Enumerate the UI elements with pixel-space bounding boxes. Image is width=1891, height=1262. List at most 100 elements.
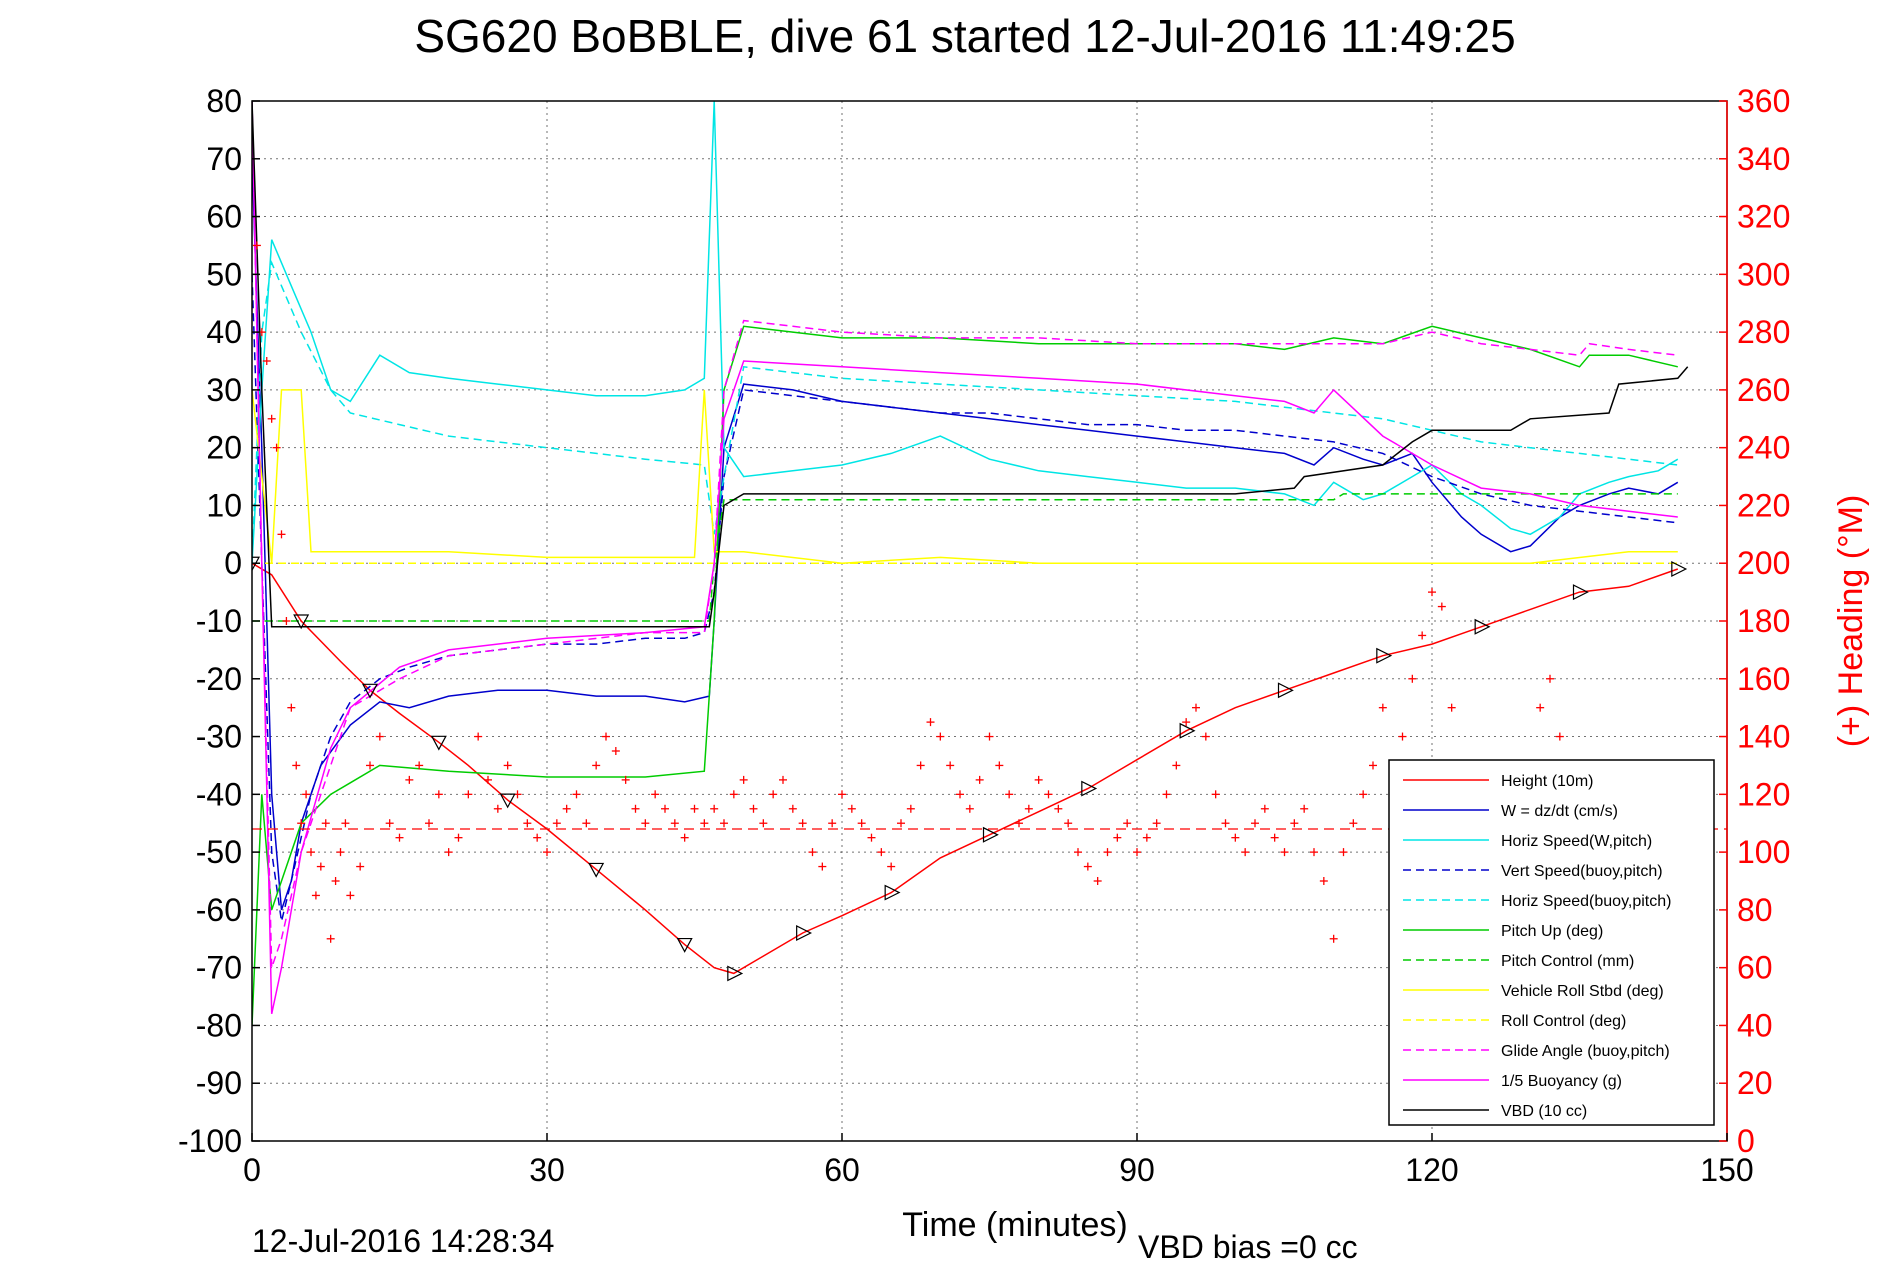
legend-item: VBD (10 cc) <box>1403 1103 1587 1120</box>
heading-point <box>262 357 271 365</box>
y2-tick-label: 340 <box>1737 141 1790 177</box>
heading-point <box>1123 819 1132 828</box>
heading-point <box>1054 804 1063 813</box>
heading-point <box>720 819 728 828</box>
y-tick-label: 70 <box>206 141 242 177</box>
height-marker <box>1376 647 1393 664</box>
heading-point <box>1369 761 1377 770</box>
legend-box <box>1388 759 1715 1126</box>
heading-point <box>1074 848 1082 857</box>
y2-tick-label: 60 <box>1737 950 1773 986</box>
y-tick-label: -30 <box>196 719 242 755</box>
y-tick-label: -60 <box>196 892 242 928</box>
y-tick-label: 60 <box>206 199 242 235</box>
height-marker <box>1081 780 1098 797</box>
y-tick-label: 0 <box>224 545 242 581</box>
heading-point <box>1211 790 1220 799</box>
y2-tick-label: 240 <box>1737 430 1790 466</box>
heading-point <box>302 790 311 799</box>
heading-point <box>779 775 787 784</box>
heading-point <box>341 819 350 828</box>
y2-axis-label: (+) Heading (°M) <box>1832 495 1870 748</box>
heading-point <box>916 761 925 770</box>
legend-item: Vert Speed(buoy,pitch) <box>1403 863 1663 880</box>
heading-point <box>1329 934 1338 943</box>
height-marker <box>361 683 379 699</box>
heading-point <box>1536 703 1545 712</box>
heading-point <box>621 775 630 784</box>
series-line-7 <box>252 493 1678 622</box>
heading-point <box>1290 819 1299 828</box>
heading-point <box>321 819 330 828</box>
legend-item: Horiz Speed(buoy,pitch) <box>1403 893 1671 910</box>
heading-point <box>749 804 758 813</box>
heading-point <box>1378 703 1387 712</box>
heading-point <box>1093 877 1102 885</box>
legend-item: Glide Angle (buoy,pitch) <box>1403 1043 1670 1060</box>
y2-tick-label: 280 <box>1737 314 1790 350</box>
legend-label: Pitch Control (mm) <box>1501 953 1634 970</box>
height-marker <box>1671 561 1688 577</box>
y2-tick-label: 360 <box>1737 83 1790 119</box>
heading-point <box>641 819 650 828</box>
y-tick-label: 50 <box>206 256 242 292</box>
heading-point <box>1044 790 1053 799</box>
heading-point <box>1408 674 1417 683</box>
heading-point <box>1152 819 1161 828</box>
heading-point <box>1398 732 1407 741</box>
heading-point <box>759 819 768 828</box>
legend-item: Vehicle Roll Stbd (deg) <box>1403 983 1664 1000</box>
heading-point <box>292 761 301 770</box>
heading-point <box>552 819 561 828</box>
heading-point <box>562 804 571 813</box>
heading-point <box>592 761 601 770</box>
y2-tick-label: 320 <box>1737 199 1790 235</box>
heading-point <box>1241 848 1250 857</box>
x-axis-label: Time (minutes) <box>902 1206 1127 1244</box>
y-tick-label: -100 <box>178 1123 242 1159</box>
heading-point <box>946 761 955 770</box>
y-axis-right: 3603403203002802602402202001801601401201… <box>1719 83 1790 1159</box>
heading-point <box>464 790 473 799</box>
heading-point <box>936 732 945 741</box>
legend-label: Glide Angle (buoy,pitch) <box>1501 1043 1670 1060</box>
heading-point <box>493 804 502 813</box>
heading-point <box>857 819 866 828</box>
y-tick-label: 20 <box>206 430 242 466</box>
heading-point <box>956 790 964 799</box>
legend: Height (10m) W = dz/dt (cm/s) Horiz Speed(… <box>1388 759 1715 1126</box>
x-tick-label: 120 <box>1405 1152 1458 1188</box>
heading-point <box>1005 790 1014 799</box>
series-line-4 <box>252 274 1678 922</box>
heading-point <box>1555 732 1564 741</box>
heading-point <box>700 819 709 828</box>
y2-tick-label: 180 <box>1737 603 1790 639</box>
heading-point <box>523 819 532 828</box>
legend-label: Roll Control (deg) <box>1501 1013 1626 1030</box>
heading-point <box>252 241 261 250</box>
heading-point <box>1103 848 1112 857</box>
heading-point <box>346 891 355 900</box>
heading-point <box>385 819 394 828</box>
y-tick-label: 30 <box>206 372 242 408</box>
heading-point <box>356 862 365 871</box>
legend-label: Horiz Speed(buoy,pitch) <box>1501 893 1671 910</box>
heading-point <box>651 790 660 799</box>
y-tick-label: 10 <box>206 487 242 523</box>
heading-point <box>503 761 512 770</box>
heading-point <box>1182 718 1191 727</box>
y2-tick-label: 260 <box>1737 372 1790 408</box>
y2-tick-label: 200 <box>1737 545 1790 581</box>
series-line-6 <box>252 325 1678 1026</box>
height-marker <box>884 884 901 901</box>
heading-point <box>602 732 610 741</box>
heading-point <box>366 761 374 770</box>
y2-tick-label: 80 <box>1737 892 1773 928</box>
heading-point <box>798 819 807 828</box>
heading-point <box>572 790 581 799</box>
x-tick-label: 150 <box>1700 1152 1753 1188</box>
legend-item: Horiz Speed(W,pitch) <box>1403 833 1652 850</box>
heading-point <box>395 833 404 842</box>
heading-point <box>277 530 286 539</box>
heading-point <box>1113 833 1122 842</box>
